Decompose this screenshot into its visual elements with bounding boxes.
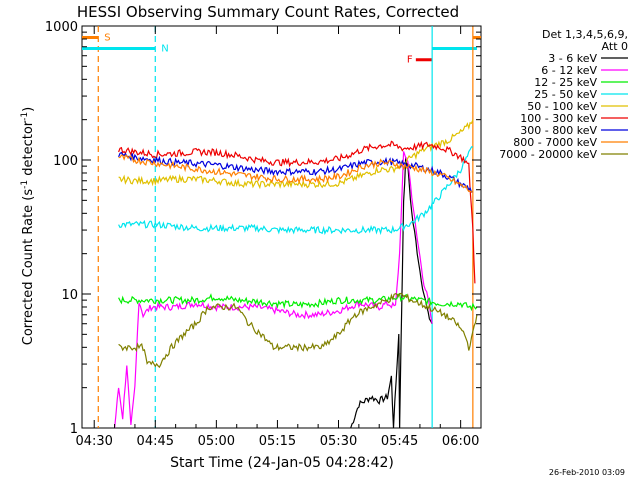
legend-label: 800 - 7000 keV bbox=[513, 136, 597, 149]
legend-label: 50 - 100 keV bbox=[527, 100, 597, 113]
series-line-1 bbox=[350, 157, 433, 429]
marker-label: F bbox=[407, 55, 413, 66]
series-line-2 bbox=[114, 151, 433, 429]
legend-title-1: Det 1,3,4,5,6,9, bbox=[542, 28, 628, 41]
series-line-4 bbox=[118, 146, 473, 236]
x-tick-label: 04:45 bbox=[137, 434, 174, 449]
series-line-7 bbox=[118, 151, 474, 193]
axis-ticks: 04:30 04:45 05:00 05:15 05:30 05:45 06:00 1 10 10… bbox=[45, 20, 482, 449]
plot-area: S N F 04:30 04:45 05:00 05:15 05:30 05:45 06:00 1… bbox=[45, 20, 482, 449]
legend-label: 3 - 6 keV bbox=[548, 52, 597, 65]
series-line-8 bbox=[118, 154, 474, 193]
y-tick-label: 10 bbox=[61, 288, 78, 303]
y-axis-label: Corrected Count Rate (s-1 detector-1) bbox=[20, 107, 36, 345]
y-tick-label: 100 bbox=[53, 154, 78, 169]
legend-label: 25 - 50 keV bbox=[534, 88, 597, 101]
x-tick-label: 05:00 bbox=[198, 434, 235, 449]
legend-label: 6 - 12 keV bbox=[541, 64, 597, 77]
series-line-9 bbox=[118, 292, 478, 369]
legend-label: 300 - 800 keV bbox=[520, 124, 597, 137]
x-tick-label: 05:15 bbox=[259, 434, 296, 449]
x-tick-label: 06:00 bbox=[442, 434, 479, 449]
x-tick-label: 04:30 bbox=[75, 434, 112, 449]
x-tick-label: 05:45 bbox=[381, 434, 418, 449]
legend-label: 7000 - 20000 keV bbox=[499, 148, 597, 161]
footer-timestamp: 26-Feb-2010 03:09 bbox=[549, 468, 625, 477]
marker-label: N bbox=[161, 43, 168, 54]
marker-label: S bbox=[104, 33, 110, 44]
x-tick-label: 05:30 bbox=[320, 434, 357, 449]
plot-frame bbox=[81, 25, 482, 429]
series-group: S N F bbox=[82, 26, 481, 429]
y-tick-label: 1 bbox=[70, 422, 78, 437]
series-line-5 bbox=[118, 119, 474, 190]
legend-title-2: Att 0 bbox=[602, 40, 628, 53]
legend-label: 100 - 300 keV bbox=[520, 112, 597, 125]
chart-title: HESSI Observing Summary Count Rates, Cor… bbox=[77, 3, 459, 21]
legend-label: 12 - 25 keV bbox=[534, 76, 597, 89]
x-axis-label: Start Time (24-Jan-05 04:28:42) bbox=[170, 455, 394, 471]
y-tick-label: 1000 bbox=[45, 20, 78, 35]
series-line-6 bbox=[118, 140, 476, 284]
